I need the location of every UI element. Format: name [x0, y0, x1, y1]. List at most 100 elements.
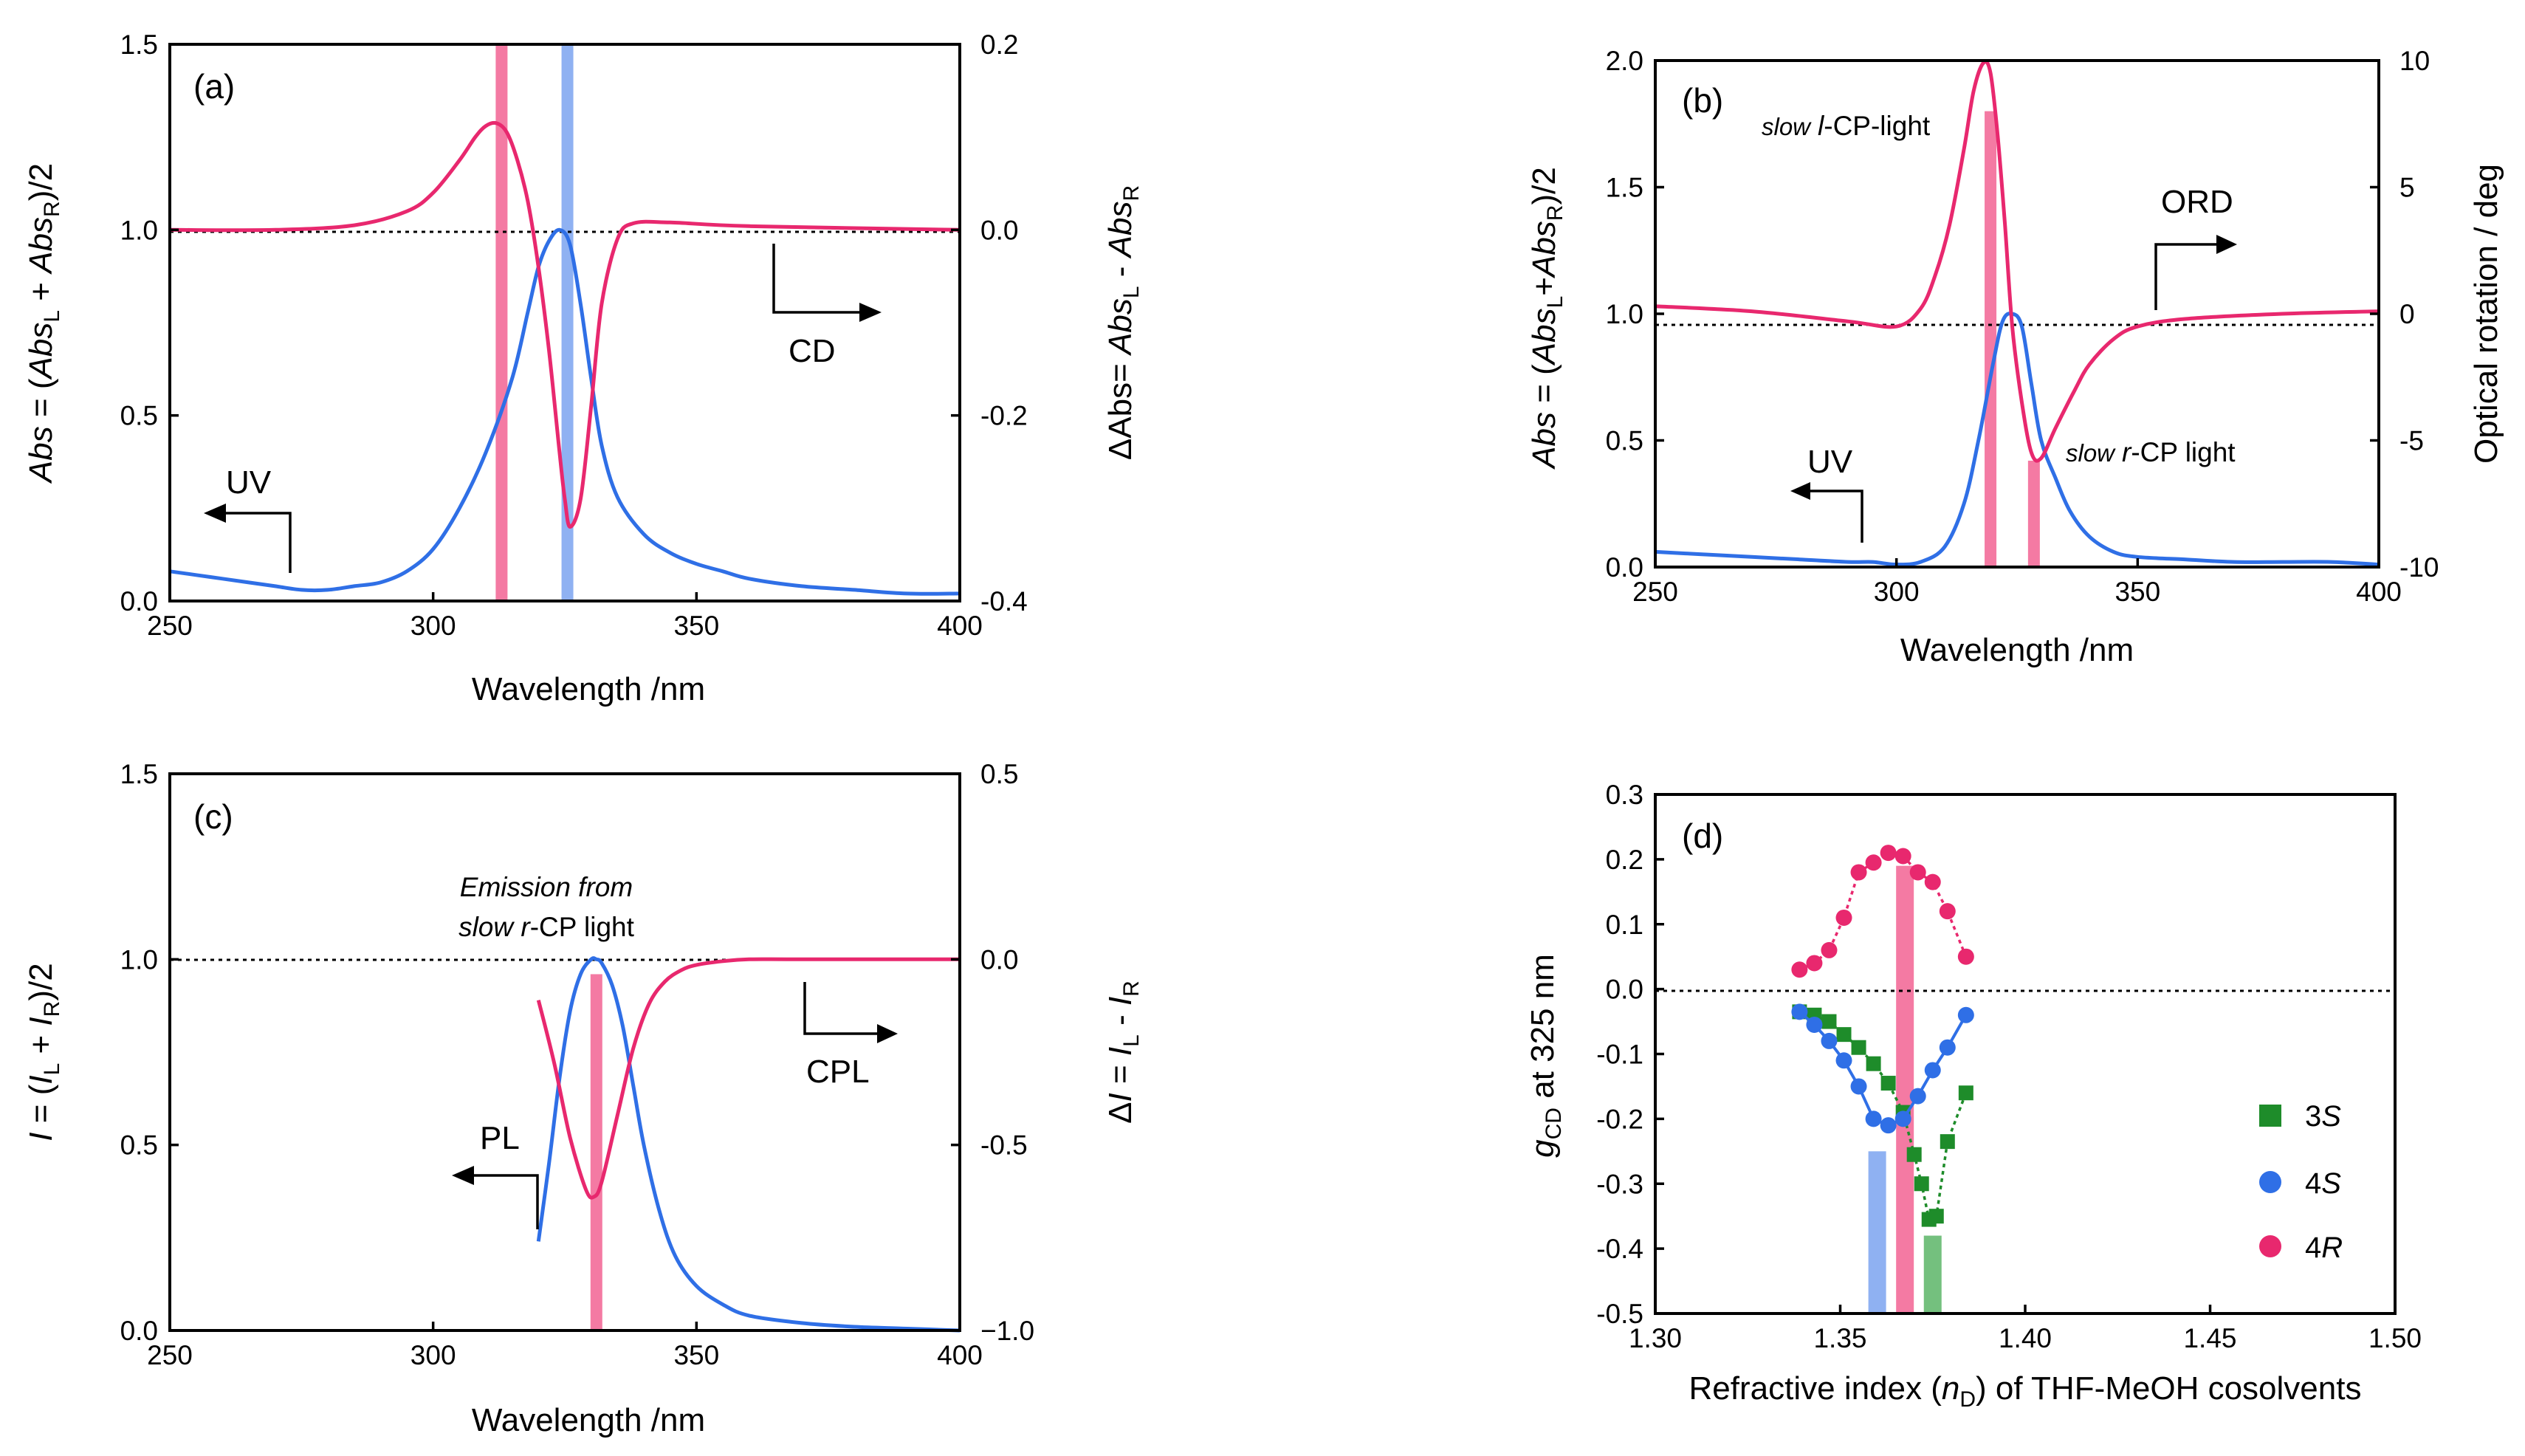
panel-a-ytick-label: 0.0 — [120, 586, 158, 617]
panel-c-ytick-right-label: −1.0 — [980, 1316, 1034, 1346]
panel-d-highlight-band-pink — [1896, 865, 1914, 1314]
panel-d-point-3s — [1906, 1147, 1922, 1162]
panel-d-point-4s — [1791, 1003, 1808, 1020]
panel-b-highlight-band-pink — [2027, 460, 2040, 567]
panel-a-xtick-label: 300 — [410, 611, 456, 641]
panel-d-point-4r — [1821, 941, 1838, 958]
panel-d-point-4r — [1909, 864, 1926, 881]
panel-b-xtick-label: 250 — [1632, 577, 1678, 607]
panel-d-ytick-label: -0.2 — [1596, 1104, 1643, 1134]
panel-a-ylabel-right: ΔAbs= AbsL - AbsR — [1102, 185, 1144, 460]
panel-c-xtick-label: 250 — [147, 1340, 193, 1370]
panel-d-series-4s — [1791, 1003, 1974, 1134]
panel-c-cpl-label: CPL — [806, 1054, 870, 1090]
panel-c-xtick-label: 300 — [410, 1340, 456, 1370]
panel-a-highlight-band-blue — [561, 44, 574, 601]
panel-b-xlabel: Wavelength /nm — [1900, 632, 2134, 668]
panel-d-point-4r — [1806, 955, 1823, 972]
panel-d-point-4r — [1865, 854, 1882, 871]
panel-c-ytick-right-label: 0.0 — [980, 944, 1018, 975]
panel-d-point-3s — [1914, 1176, 1929, 1192]
panel-d-xtick-label: 1.40 — [1999, 1323, 2052, 1353]
panel-b-ord-arrowhead — [2216, 235, 2237, 254]
panel-b-series-ord-line — [1655, 60, 2380, 463]
panel-b-uv-label: UV — [1807, 444, 1853, 480]
panel-d-ytick-label: -0.4 — [1596, 1234, 1643, 1264]
panel-c-pl-arrow — [473, 1174, 539, 1229]
panel-d: 1.30 1.35 1.40 1.45 1.50 -0.5 -0.4 -0.3 -0.2 -0.1… — [1525, 780, 2422, 1412]
panel-d-point-4s — [1806, 1016, 1823, 1033]
panel-c-emission-line1: Emission from — [460, 872, 633, 902]
panel-d-label: (d) — [1682, 817, 1723, 855]
panel-b-slow-r-label: slow r-CP light — [2066, 437, 2236, 467]
panel-c-cpl-arrow — [803, 982, 879, 1035]
panel-d-ytick-label: -0.1 — [1596, 1040, 1643, 1070]
legend-4s-marker — [2259, 1171, 2281, 1193]
panel-b-uv-arrow — [1808, 490, 1863, 543]
panel-d-point-4s — [1909, 1088, 1926, 1105]
panel-c-ytick-label: 1.5 — [120, 759, 158, 789]
panel-b-ytick-right-label: 5 — [2399, 173, 2415, 203]
panel-d-ytick-label: 0.0 — [1606, 975, 1643, 1005]
panel-d-series-4r — [1791, 845, 1974, 978]
panel-d-series-3s — [1792, 1004, 1973, 1227]
panel-b-ytick-right-label: 10 — [2399, 46, 2430, 76]
panel-c-series-cpl-line — [536, 957, 960, 1200]
panel-d-point-3s — [1958, 1085, 1973, 1101]
panel-d-point-3s — [1836, 1027, 1852, 1043]
panel-c-emission-line2: slow r-CP light — [458, 912, 635, 942]
panel-d-point-4r — [1957, 948, 1974, 965]
panel-c-ylabel-left: I = (IL + IR)/2 — [23, 963, 64, 1141]
panel-c-ytick-label: 1.0 — [120, 944, 158, 975]
panel-c-ytick-label: 0.0 — [120, 1316, 158, 1346]
panel-b-ord-label: ORD — [2161, 184, 2233, 220]
panel-c-pl-arrowhead — [452, 1166, 474, 1185]
panel-d-point-3s — [1821, 1014, 1837, 1029]
panel-d-point-4s — [1850, 1078, 1867, 1095]
panel-a-ytick-right-label: 0.0 — [980, 215, 1018, 245]
panel-d-xtick-label: 1.50 — [2368, 1323, 2422, 1353]
panel-c-ytick-label: 0.5 — [120, 1130, 158, 1161]
panel-d-point-3s — [1940, 1134, 1955, 1150]
panel-d-point-3s — [1928, 1209, 1944, 1224]
panel-a-frame — [168, 43, 961, 602]
panel-d-ytick-label: -0.5 — [1596, 1299, 1643, 1329]
panel-a-ytick-label: 1.0 — [120, 215, 158, 245]
panel-d-point-4r — [1924, 873, 1941, 890]
panel-d-ytick-label: 0.1 — [1606, 910, 1643, 940]
panel-d-xlabel: Refractive index (nD) of THF-MeOH cosolv… — [1689, 1370, 2362, 1412]
panel-b-ytick-label: 0.0 — [1606, 552, 1643, 583]
panel-d-xtick-label: 1.30 — [1629, 1323, 1682, 1353]
panel-d-point-4s — [1835, 1052, 1852, 1069]
legend-3s-marker — [2259, 1105, 2281, 1127]
panel-c-ytick-right-label: 0.5 — [980, 759, 1018, 789]
panel-d-point-4s — [1939, 1039, 1956, 1056]
panel-a-xtick-label: 350 — [673, 611, 719, 641]
panel-a-xtick-label: 400 — [937, 611, 983, 641]
panel-d-ylabel: gCD at 325 nm — [1525, 954, 1566, 1158]
panel-d-xtick-label: 1.45 — [2183, 1323, 2236, 1353]
panel-c-xtick-label: 400 — [937, 1340, 983, 1370]
legend-3s-label: 3S — [2305, 1100, 2341, 1133]
panel-d-point-4r — [1880, 845, 1897, 862]
panel-b-ytick-label: 0.5 — [1606, 426, 1643, 456]
panel-b-slow-l-label: slow l-CP-light — [1762, 111, 1931, 141]
panel-d-point-4r — [1835, 909, 1852, 926]
panel-b-label: (b) — [1682, 81, 1723, 120]
legend-4r-marker — [2259, 1235, 2281, 1257]
panel-d-point-4r — [1791, 961, 1808, 978]
panel-d-point-3s — [1866, 1056, 1881, 1071]
panel-a-cd-arrow — [772, 244, 862, 314]
panel-a-series-uv-line — [169, 227, 961, 596]
panel-b-xtick-label: 350 — [2115, 577, 2160, 607]
panel-b-ytick-label: 1.0 — [1606, 299, 1643, 329]
panel-a-cd-arrowhead — [859, 303, 882, 322]
panel-c-highlight-band-pink — [590, 974, 602, 1330]
panel-a-uv-arrowhead — [204, 504, 226, 523]
panel-c-ylabel-right: ΔI = IL - IR — [1102, 981, 1144, 1124]
panel-b-ylabel-right: Optical rotation / deg — [2468, 164, 2504, 464]
panel-a-uv-arrow — [223, 512, 292, 573]
panel-d-highlight-band-green — [1923, 1235, 1942, 1314]
panel-c: 250 300 350 400 0.0 0.5 1.0 1.5 −1.0 -0.5 0.0 0.5 (… — [23, 759, 1144, 1438]
